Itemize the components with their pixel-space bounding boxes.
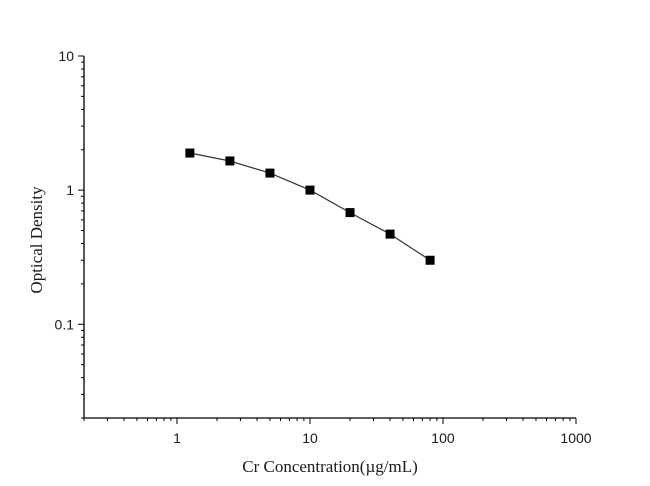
data-point-marker: [385, 229, 395, 239]
x-tick-label: 1: [173, 430, 181, 446]
x-axis-title: Cr Concentration(µg/mL): [242, 457, 418, 476]
data-point-marker: [185, 148, 195, 158]
data-point-marker: [345, 208, 355, 218]
series-line: [189, 152, 431, 261]
y-axis-ticks: 0.1 1 10: [55, 48, 84, 419]
data-point-marker: [425, 255, 435, 265]
x-tick-label: 100: [431, 430, 455, 446]
data-point-marker: [265, 168, 275, 178]
y-tick-label: 1: [66, 182, 74, 198]
axes: [83, 56, 576, 419]
x-axis-ticks: 1 10 100 1000: [83, 418, 592, 446]
data-series: [185, 148, 435, 265]
data-point-marker: [305, 185, 315, 195]
data-point-marker: [225, 156, 235, 166]
y-tick-label: 10: [58, 48, 74, 64]
y-tick-label: 0.1: [55, 316, 75, 332]
x-tick-label: 1000: [560, 430, 591, 446]
y-axis-title: Optical Density: [27, 186, 46, 294]
x-tick-label: 10: [302, 430, 318, 446]
